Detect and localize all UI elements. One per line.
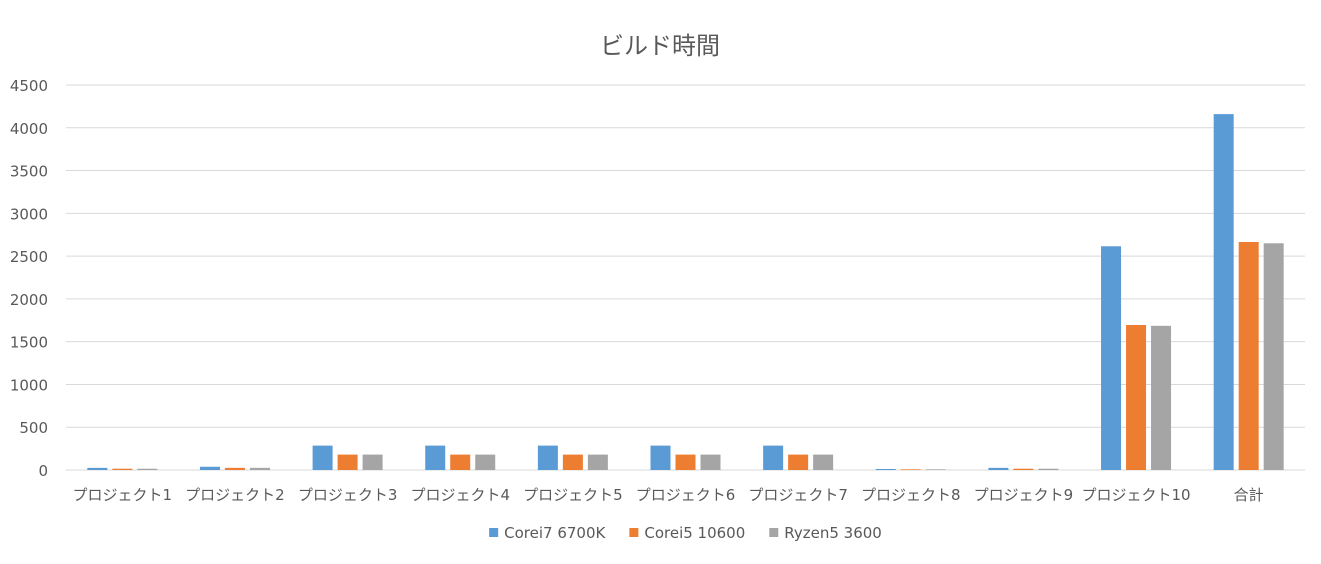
bar bbox=[587, 454, 608, 470]
y-tick-label: 500 bbox=[19, 419, 48, 437]
y-tick-label: 1500 bbox=[10, 334, 48, 352]
bar bbox=[199, 466, 220, 470]
y-tick-label: 2000 bbox=[10, 291, 48, 309]
x-tick-label: プロジェクト5 bbox=[523, 486, 623, 504]
y-tick-label: 4000 bbox=[10, 120, 48, 138]
x-tick-label: プロジェクト8 bbox=[861, 486, 961, 504]
bar bbox=[537, 445, 558, 470]
bar bbox=[1263, 243, 1284, 470]
y-tick-label: 3000 bbox=[10, 205, 48, 223]
legend-label: Corei7 6700K bbox=[504, 524, 606, 542]
x-axis: プロジェクト1 プロジェクト2 プロジェクト3 プロジェクト4 プロジェクト5 プロジェク… bbox=[73, 486, 1264, 504]
y-axis: 0 500 1000 1500 2000 2500 3000 3500 4000 4500 bbox=[10, 77, 48, 480]
legend-item: Corei7 6700K bbox=[489, 524, 607, 542]
bar bbox=[650, 445, 671, 470]
bar bbox=[1013, 468, 1034, 470]
bar bbox=[1101, 246, 1122, 470]
x-tick-label: 合計 bbox=[1234, 486, 1264, 504]
bar bbox=[112, 468, 133, 470]
bar bbox=[900, 469, 921, 470]
x-tick-label: プロジェクト4 bbox=[410, 486, 510, 504]
legend-label: Ryzen5 3600 bbox=[784, 524, 882, 542]
x-tick-label: プロジェクト1 bbox=[73, 486, 173, 504]
bar bbox=[337, 454, 358, 470]
legend-item: Ryzen5 3600 bbox=[769, 524, 882, 542]
x-tick-label: プロジェクト6 bbox=[636, 486, 736, 504]
bar bbox=[1213, 114, 1234, 470]
bar bbox=[925, 469, 946, 470]
bars bbox=[87, 114, 1284, 470]
bar bbox=[475, 454, 496, 470]
x-tick-label: プロジェクト10 bbox=[1081, 486, 1190, 504]
bar bbox=[450, 454, 471, 470]
bar bbox=[312, 445, 333, 470]
y-tick-label: 4500 bbox=[10, 77, 48, 95]
y-tick-label: 0 bbox=[38, 462, 48, 480]
legend-item: Corei5 10600 bbox=[629, 524, 745, 542]
legend-swatch bbox=[489, 528, 499, 537]
bar bbox=[1151, 325, 1172, 470]
bar bbox=[224, 467, 245, 470]
x-tick-label: プロジェクト2 bbox=[185, 486, 285, 504]
bar bbox=[813, 454, 834, 470]
chart-title: ビルド時間 bbox=[600, 32, 720, 60]
x-tick-label: プロジェクト9 bbox=[974, 486, 1074, 504]
y-tick-label: 3500 bbox=[10, 163, 48, 181]
bar bbox=[675, 454, 696, 470]
legend-label: Corei5 10600 bbox=[644, 524, 745, 542]
x-tick-label: プロジェクト7 bbox=[748, 486, 848, 504]
bar bbox=[1126, 324, 1147, 470]
bar bbox=[137, 468, 158, 470]
bar bbox=[362, 454, 383, 470]
legend-swatch bbox=[629, 528, 639, 537]
bar bbox=[425, 445, 446, 470]
legend-swatch bbox=[769, 528, 779, 537]
bar bbox=[875, 468, 896, 470]
bar bbox=[1038, 468, 1059, 470]
bar bbox=[763, 445, 784, 470]
y-tick-label: 1000 bbox=[10, 376, 48, 394]
x-tick-label: プロジェクト3 bbox=[298, 486, 398, 504]
gridlines bbox=[66, 84, 1305, 471]
bar bbox=[1238, 241, 1259, 470]
bar bbox=[988, 467, 1009, 470]
bar bbox=[249, 467, 270, 470]
bar bbox=[700, 454, 721, 470]
legend: Corei7 6700K Corei5 10600 Ryzen5 3600 bbox=[489, 524, 882, 542]
bar bbox=[562, 454, 583, 470]
y-tick-label: 2500 bbox=[10, 248, 48, 266]
bar bbox=[87, 467, 108, 470]
bar bbox=[788, 454, 809, 470]
